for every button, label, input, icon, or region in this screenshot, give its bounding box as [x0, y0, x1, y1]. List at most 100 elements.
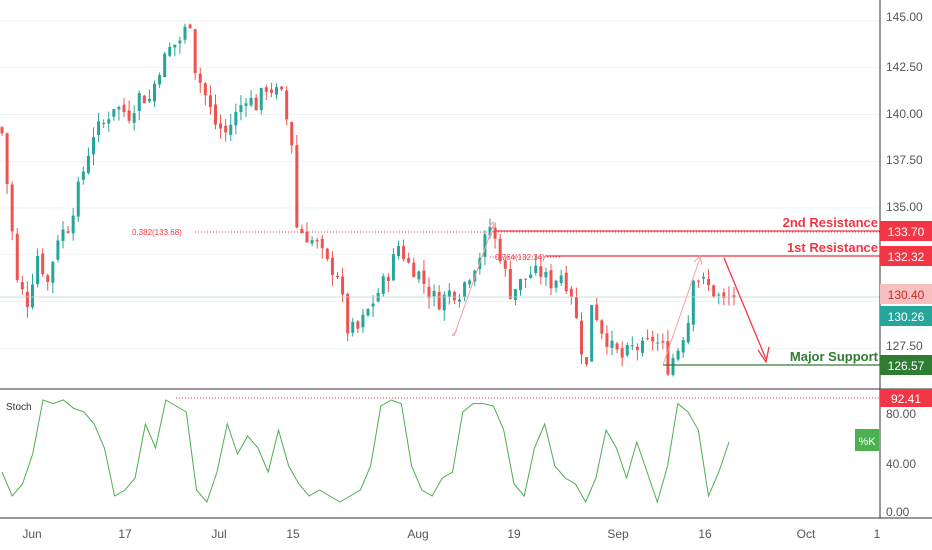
candle: [0, 125, 4, 137]
candle: [46, 273, 50, 291]
svg-text:126.57: 126.57: [888, 359, 925, 373]
candle: [585, 356, 589, 367]
candle: [56, 235, 60, 263]
candle: [427, 277, 431, 309]
stoch-axis[interactable]: 80.00 40.00 0.00: [886, 407, 916, 519]
candle-body: [493, 227, 497, 239]
badge-major-support: 126.57: [880, 355, 932, 375]
candle-body: [422, 270, 426, 284]
price-axis[interactable]: 145.00 142.50 140.00 137.50 135.00 127.5…: [886, 10, 923, 353]
price-tick-140: 140.00: [886, 107, 923, 121]
candle-body: [402, 245, 406, 260]
candle: [580, 312, 583, 365]
candle: [275, 83, 278, 100]
candle: [239, 95, 243, 121]
candle-body: [407, 258, 411, 263]
candle-body: [417, 271, 421, 280]
candle: [661, 333, 665, 350]
candle: [102, 119, 106, 129]
time-label-1: 1: [874, 527, 881, 541]
candle-body: [264, 87, 268, 92]
candle-body: [605, 333, 609, 347]
candle-body: [56, 240, 60, 260]
candle: [290, 121, 294, 154]
time-axis[interactable]: Jun 17 Jul 15 Aug 19 Sep 16 Oct 1: [22, 527, 880, 541]
candle-body: [554, 280, 558, 288]
candle-body: [391, 254, 395, 281]
candle: [554, 279, 558, 293]
candle-body: [371, 303, 375, 307]
candle-body: [168, 46, 172, 56]
time-label-jun: Jun: [22, 527, 41, 541]
candle-body: [224, 125, 228, 133]
svg-text:130.26: 130.26: [888, 310, 925, 324]
candle: [168, 42, 172, 58]
candle: [702, 272, 705, 285]
stoch-tick-0: 0.00: [886, 505, 910, 519]
badge-first-resistance: 132.32: [880, 246, 932, 266]
candle: [544, 267, 548, 287]
svg-text:130.40: 130.40: [888, 288, 925, 302]
candle-body: [341, 276, 345, 295]
candle-body: [676, 350, 680, 360]
candle-body: [0, 127, 4, 134]
candle-body: [249, 97, 253, 106]
svg-text:132.32: 132.32: [888, 250, 925, 264]
candle-body: [559, 275, 563, 284]
candle-body: [585, 357, 589, 365]
candle: [402, 239, 406, 262]
candle-body: [534, 265, 538, 273]
candle-body: [61, 229, 65, 241]
candle-body: [600, 320, 604, 334]
candle-body: [208, 95, 212, 108]
badge-close-green: 130.26: [880, 306, 932, 326]
candle-body: [285, 90, 289, 120]
candle-body: [10, 184, 14, 232]
candle-body: [641, 340, 644, 353]
candle: [25, 281, 29, 318]
candle-body: [25, 291, 29, 307]
candle: [432, 284, 436, 307]
stoch-k-badge: %K: [855, 429, 879, 451]
candle: [20, 275, 24, 295]
candle-body: [361, 314, 365, 328]
candle-body: [76, 181, 80, 217]
candle: [595, 297, 599, 322]
candle: [549, 263, 553, 295]
candle: [493, 222, 497, 249]
stoch-title: Stoch: [6, 402, 32, 413]
candle: [519, 278, 522, 296]
candle: [269, 82, 273, 98]
candle: [244, 98, 248, 117]
candle: [696, 279, 700, 288]
candle: [280, 85, 284, 91]
time-label-19: 19: [507, 527, 521, 541]
svg-text:92.41: 92.41: [891, 392, 921, 406]
candle: [498, 234, 502, 264]
candle: [295, 135, 299, 229]
candle: [36, 248, 40, 288]
candle: [437, 285, 441, 311]
price-tick-142-5: 142.50: [886, 60, 923, 74]
candle: [320, 234, 324, 259]
candle: [112, 108, 116, 121]
candle: [529, 266, 533, 279]
candle-body: [153, 83, 156, 102]
stoch-k-line: [1, 399, 730, 504]
candle: [341, 267, 345, 303]
candle-body: [229, 124, 233, 135]
candle: [691, 279, 695, 332]
candle-body: [615, 343, 619, 350]
candle: [81, 166, 85, 185]
candle-body: [717, 294, 721, 296]
candle-body: [427, 286, 431, 298]
candle: [127, 100, 131, 124]
candle-body: [437, 292, 441, 310]
candle-body: [244, 103, 248, 106]
candle-body: [458, 299, 461, 302]
candle-body: [305, 231, 309, 243]
second-resistance-label: 2nd Resistance: [783, 215, 878, 230]
candle-body: [81, 171, 85, 180]
